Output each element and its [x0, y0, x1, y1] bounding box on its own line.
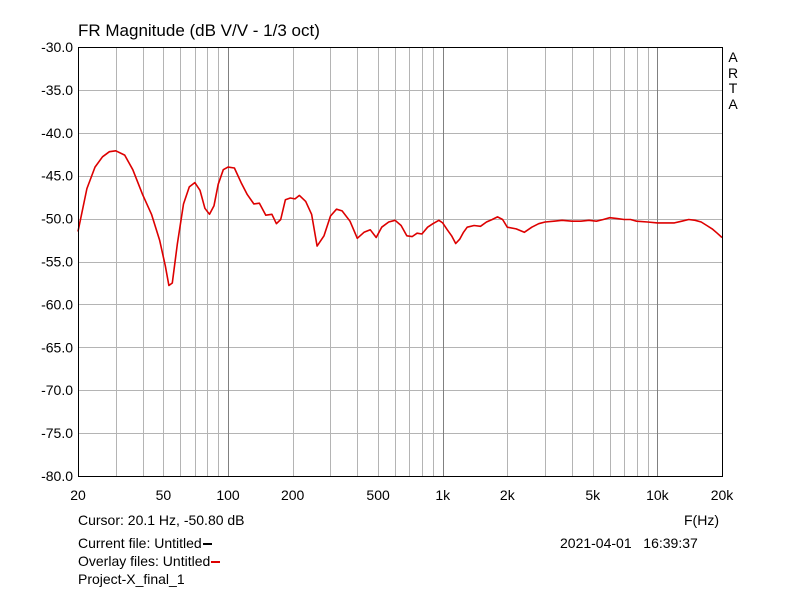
side-label-letter: R: [727, 64, 739, 81]
series-line: [77, 150, 723, 287]
y-tick-label: -55.0: [41, 254, 73, 270]
x-tick-label: 50: [156, 487, 172, 503]
x-tick-label: 200: [281, 487, 305, 503]
x-tick-label: 20: [70, 487, 86, 503]
y-tick-label: -35.0: [41, 82, 73, 98]
x-axis-label: F(Hz): [684, 512, 719, 528]
y-tick-label: -70.0: [41, 382, 73, 398]
current-file-label: Current file: Untitled: [78, 535, 202, 551]
current-file-line: Current file: Untitled: [78, 535, 212, 552]
side-label-letter: A: [728, 49, 738, 65]
arta-side-label: A R T A: [727, 49, 739, 112]
plot-data: [77, 150, 723, 287]
y-tick-label: -65.0: [41, 339, 73, 355]
y-tick-label: -80.0: [41, 468, 73, 484]
x-tick-label: 1k: [435, 487, 451, 503]
y-tick-label: -40.0: [41, 125, 73, 141]
x-tick-label: 10k: [646, 487, 670, 503]
x-tick-label: 5k: [585, 487, 601, 503]
y-tick-label: -45.0: [41, 168, 73, 184]
y-tick-label: -30.0: [41, 39, 73, 55]
x-tick-label: 500: [366, 487, 390, 503]
side-label-letter: T: [728, 80, 738, 96]
x-tick-label: 100: [216, 487, 240, 503]
overlay-files-label: Overlay files: Untitled: [78, 553, 211, 569]
overlay-swatch: [211, 561, 221, 564]
chart-title: FR Magnitude (dB V/V - 1/3 oct): [78, 21, 320, 40]
x-tick-label: 2k: [500, 487, 516, 503]
current-file-swatch: [202, 543, 212, 546]
y-tick-label: -60.0: [41, 296, 73, 312]
plot-frame: [78, 47, 723, 477]
cursor-readout: Cursor: 20.1 Hz, -50.80 dB: [78, 512, 245, 528]
side-label-letter: A: [728, 95, 738, 112]
y-axis-ticks: -30.0 -35.0 -40.0 -45.0 -50.0 -55.0 -60.0 -65.0…: [41, 39, 73, 484]
timestamp: 2021-04-01 16:39:37: [560, 535, 698, 552]
x-axis-ticks: 20 50 100 200 500 1k 2k 5k 10k 20k: [70, 487, 734, 503]
y-tick-label: -50.0: [41, 211, 73, 227]
overlay-files-line: Overlay files: Untitled: [78, 553, 221, 570]
y-tick-label: -75.0: [41, 425, 73, 441]
project-name: Project-X_final_1: [78, 571, 185, 587]
timestamp-text: 2021-04-01 16:39:37: [560, 535, 698, 551]
x-tick-label: 20k: [711, 487, 735, 503]
